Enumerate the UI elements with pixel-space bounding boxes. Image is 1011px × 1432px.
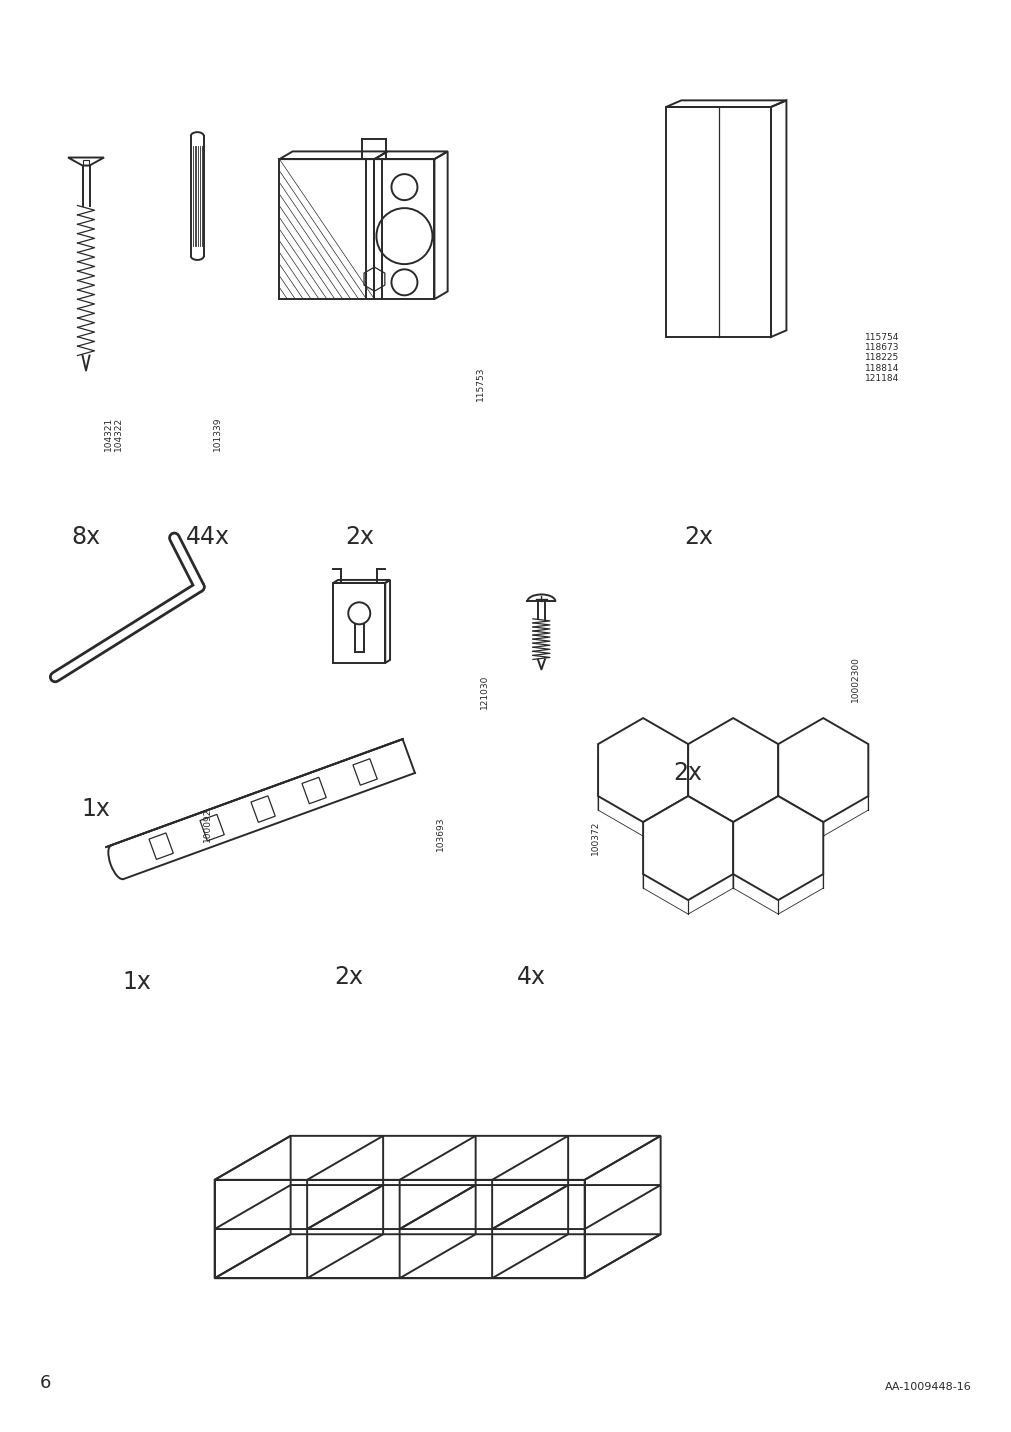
Polygon shape xyxy=(732,796,822,901)
Text: 2x: 2x xyxy=(335,965,363,988)
Text: 2x: 2x xyxy=(345,526,373,548)
Text: 101339: 101339 xyxy=(213,417,221,451)
Polygon shape xyxy=(643,796,732,901)
Text: 121030: 121030 xyxy=(480,674,488,709)
Text: 1x: 1x xyxy=(82,798,110,821)
Polygon shape xyxy=(777,717,867,822)
Polygon shape xyxy=(598,732,687,836)
Text: 2x: 2x xyxy=(683,526,712,548)
Polygon shape xyxy=(643,811,732,914)
Polygon shape xyxy=(598,717,687,822)
Polygon shape xyxy=(732,811,822,914)
Text: 1x: 1x xyxy=(122,971,151,994)
Text: 115754
118673
118225
118814
121184: 115754 118673 118225 118814 121184 xyxy=(864,332,899,384)
Text: 2x: 2x xyxy=(673,762,702,785)
Text: 100092: 100092 xyxy=(203,808,211,842)
Text: 4x: 4x xyxy=(517,965,545,988)
Bar xyxy=(83,159,89,165)
Text: 8x: 8x xyxy=(72,526,100,548)
Text: 100372: 100372 xyxy=(590,821,599,855)
Polygon shape xyxy=(687,732,777,836)
Text: 6: 6 xyxy=(40,1373,52,1392)
Text: AA-1009448-16: AA-1009448-16 xyxy=(885,1382,971,1392)
Text: 115753: 115753 xyxy=(476,367,484,401)
Polygon shape xyxy=(687,717,777,822)
Text: 44x: 44x xyxy=(185,526,229,548)
Text: 103693: 103693 xyxy=(436,816,444,851)
Text: 104321
104322: 104321 104322 xyxy=(103,417,123,451)
Text: 10002300: 10002300 xyxy=(850,656,858,702)
Polygon shape xyxy=(777,732,867,836)
